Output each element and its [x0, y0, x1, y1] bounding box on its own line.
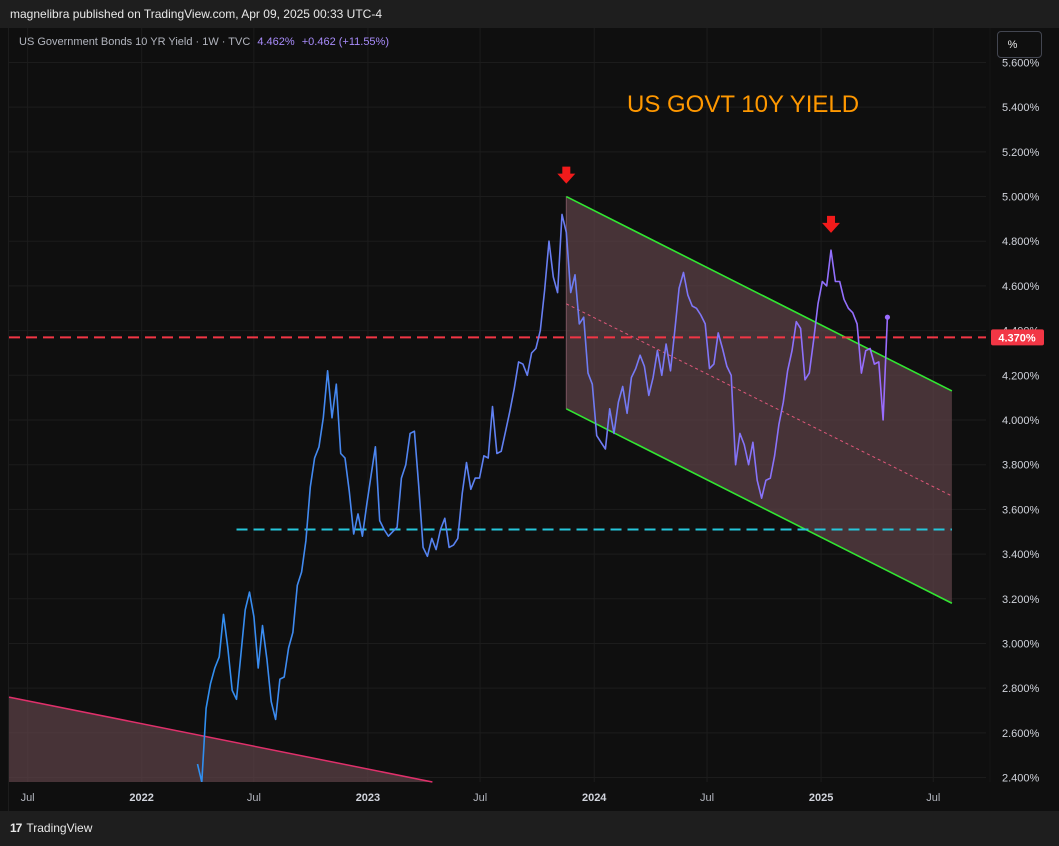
yield-line: [196, 213, 889, 782]
y-tick-label: 4.600%: [1002, 281, 1040, 293]
x-tick-label: Jul: [926, 792, 940, 804]
last-point-marker: [884, 314, 891, 320]
percent-scale-label: %: [1007, 38, 1018, 51]
y-tick-label: 3.600%: [1002, 504, 1040, 516]
x-tick-label: 2025: [809, 792, 833, 804]
chart-title-annotation: US GOVT 10Y YIELD: [627, 91, 859, 118]
publisher-bar: magnelibra published on TradingView.com,…: [0, 0, 1059, 28]
symbol-legend[interactable]: US Government Bonds 10 YR Yield · 1W · T…: [19, 36, 389, 48]
y-tick-label: 4.200%: [1002, 370, 1040, 382]
channel-fill: [566, 196, 952, 604]
publisher-text: magnelibra published on TradingView.com,…: [10, 7, 383, 21]
channel-lower-line: [565, 408, 953, 604]
symbol-text: US Government Bonds 10 YR Yield · 1W · T…: [19, 36, 251, 48]
y-tick-label: 5.600%: [1002, 57, 1040, 69]
down-arrow-icon: [822, 215, 841, 233]
y-tick-label: 3.800%: [1002, 460, 1040, 472]
percent-scale-button[interactable]: %: [997, 31, 1042, 58]
y-tick-label: 3.200%: [1002, 594, 1040, 606]
old-channel-line: [8, 696, 433, 783]
price-series: [196, 213, 891, 782]
tradingview-logo-icon: 17: [10, 821, 22, 835]
x-tick-label: Jul: [473, 792, 487, 804]
x-tick-label: 2023: [356, 792, 380, 804]
change-value: +0.462 (+11.55%): [301, 36, 389, 48]
y-tick-label: 3.400%: [1002, 549, 1040, 561]
x-tick-label: Jul: [247, 792, 261, 804]
drawing-overlays: [8, 166, 986, 783]
x-tick-label: Jul: [700, 792, 714, 804]
price-axis[interactable]: 2.400% 2.600% 2.800% 3.000% 3.200% 3.400% 3.60…: [989, 28, 1044, 785]
y-tick-label: 5.000%: [1002, 192, 1040, 204]
y-tick-label: 3.000%: [1002, 638, 1040, 650]
y-tick-label: 4.000%: [1002, 415, 1040, 427]
down-arrow-icon: [557, 166, 576, 184]
time-axis[interactable]: Jul 2022 Jul 2023 Jul 2024 Jul 2025 Jul: [21, 792, 941, 804]
tradingview-logo-text: TradingView: [26, 821, 93, 835]
y-tick-label: 2.800%: [1002, 683, 1040, 695]
last-price-label: 4.370%: [998, 332, 1036, 344]
channel-upper-line: [565, 195, 953, 392]
last-value: 4.462%: [257, 36, 295, 48]
x-tick-label: 2024: [582, 792, 607, 804]
x-tick-label: Jul: [21, 792, 35, 804]
tradingview-logo[interactable]: 17 TradingView: [10, 821, 92, 835]
y-tick-label: 5.400%: [1002, 102, 1040, 114]
y-tick-label: 5.200%: [1002, 147, 1040, 159]
x-tick-label: 2022: [129, 792, 153, 804]
y-tick-label: 2.400%: [1002, 773, 1040, 785]
y-tick-label: 2.600%: [1002, 728, 1040, 740]
footer-bar: 17 TradingView: [0, 811, 1059, 846]
y-tick-label: 4.800%: [1002, 236, 1040, 248]
last-price-tag: [991, 329, 1044, 346]
